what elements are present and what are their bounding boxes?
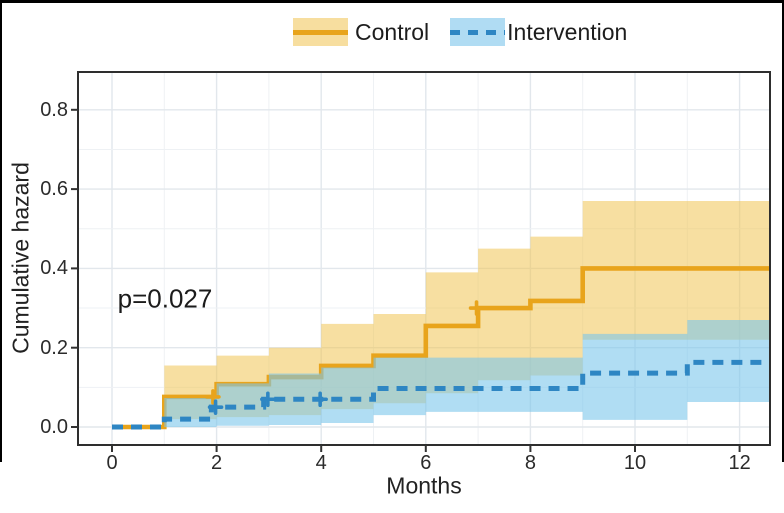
x-tick-label: 2 [211,452,223,474]
x-tick-label: 10 [623,452,647,474]
intervention-legend-key-swatch [450,18,506,46]
intervention-censor-mark [260,391,276,408]
x-tick-label: 4 [315,452,327,474]
y-tick-label: 0.2 [40,336,68,359]
legend-label-intervention: Intervention [507,19,628,45]
legend: Control Intervention [293,18,627,46]
control-confidence-band [164,200,770,420]
intervention-censor-mark [207,399,224,415]
control-legend-key-swatch [293,18,348,46]
control-censor-mark [205,389,221,405]
censor-marks [205,300,485,415]
y-tick-label: 0.4 [40,257,68,280]
x-tick-label: 12 [728,452,751,474]
y-tick-label: 0.8 [40,98,68,121]
figure-border-left [0,0,2,462]
panel-border [77,71,771,446]
figure-border-right [782,0,784,462]
y-tick-label: 0.6 [40,178,68,201]
control-legend-line [293,29,348,35]
intervention-legend-line [450,29,506,35]
intervention-censor-mark [312,391,328,408]
y-tick-label: 0.0 [40,416,68,438]
figure-border-top [0,0,784,3]
legend-item-intervention: Intervention [450,18,627,46]
axis-ticks [71,108,741,452]
control-censor-mark [468,300,485,316]
x-tick-label: 8 [524,452,536,474]
legend-label-control: Control [355,19,430,45]
p-value-annotation: p=0.027 [117,283,213,314]
legend-item-control: Control [293,18,450,46]
x-tick-label: 0 [106,452,118,474]
x-tick-label: 6 [420,452,432,474]
x-axis-title: Months [386,472,462,499]
